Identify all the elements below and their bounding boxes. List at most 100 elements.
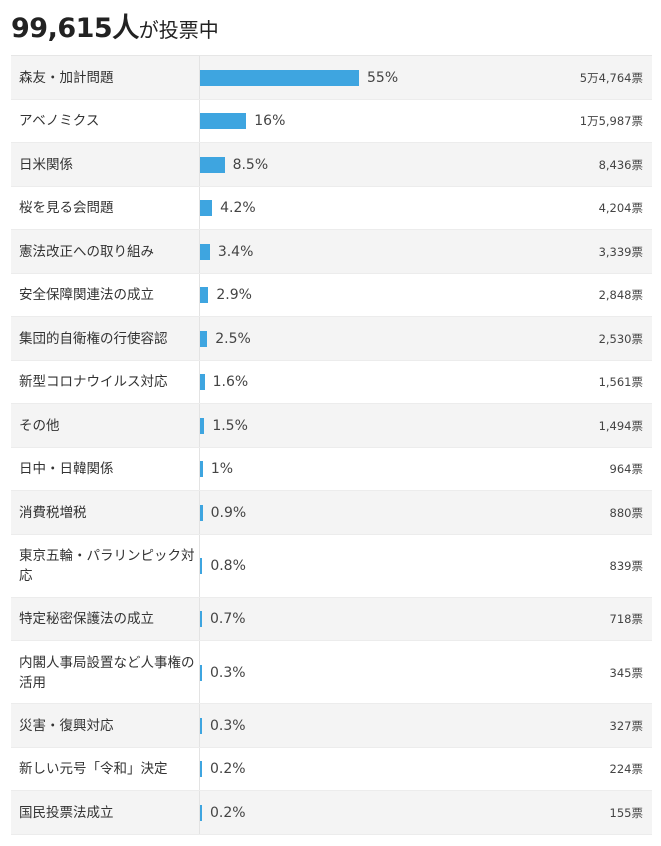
column-divider xyxy=(199,791,200,834)
vote-count: 8,436票 xyxy=(598,157,643,172)
result-row: 憲法改正への取り組み 3.4% 3,339票 xyxy=(11,230,652,274)
percentage-bar xyxy=(200,504,203,521)
option-label: アベノミクス xyxy=(19,113,100,130)
option-label: 内閣人事局設置など人事権の活用 xyxy=(19,654,195,691)
column-divider xyxy=(199,747,200,790)
result-row: 新型コロナウイルス対応 1.6% 1,561票 xyxy=(11,360,652,404)
percentage-bar xyxy=(200,330,208,347)
vote-count: 2,848票 xyxy=(598,288,643,303)
percentage-label: 2.9% xyxy=(216,287,252,304)
column-divider xyxy=(199,641,200,703)
vote-count: 1万5,987票 xyxy=(579,114,643,129)
option-label: 安全保障関連法の成立 xyxy=(19,287,154,304)
poll-header: 99,615 人が投票中 xyxy=(11,6,219,46)
voter-count: 99,615 xyxy=(11,13,113,44)
option-label: 特定秘密保護法の成立 xyxy=(19,611,154,628)
percentage-bar xyxy=(200,761,202,778)
percentage-label: 55% xyxy=(367,69,399,86)
result-row: 日中・日韓関係 1% 964票 xyxy=(11,447,652,491)
percentage-bar xyxy=(200,717,202,734)
result-row: 東京五輪・パラリンピック対応 0.8% 839票 xyxy=(11,534,652,598)
result-row: 災害・復興対応 0.3% 327票 xyxy=(11,704,652,748)
column-divider xyxy=(199,186,200,229)
option-label: その他 xyxy=(19,417,60,434)
percentage-label: 0.3% xyxy=(210,717,246,734)
column-divider xyxy=(199,534,200,597)
result-row: 消費税増税 0.9% 880票 xyxy=(11,491,652,535)
column-divider xyxy=(199,447,200,490)
vote-count: 224票 xyxy=(609,762,643,777)
percentage-bar xyxy=(200,558,203,574)
percentage-label: 4.2% xyxy=(220,200,256,217)
header-divider xyxy=(11,55,652,56)
option-label: 森友・加計問題 xyxy=(19,69,114,86)
percentage-label: 3.4% xyxy=(217,243,254,260)
percentage-bar xyxy=(200,417,205,434)
percentage-bar xyxy=(200,461,203,478)
column-divider xyxy=(199,491,200,534)
voter-count-unit: 人 xyxy=(112,13,139,44)
option-label: 日米関係 xyxy=(19,156,73,173)
option-label: 新型コロナウイルス対応 xyxy=(19,374,168,391)
percentage-bar xyxy=(200,113,247,130)
percentage-bar xyxy=(200,287,209,304)
option-label: 東京五輪・パラリンピック対応 xyxy=(19,548,195,584)
vote-count: 4,204票 xyxy=(598,201,643,216)
percentage-label: 8.5% xyxy=(232,156,269,173)
option-label: 日中・日韓関係 xyxy=(19,461,114,478)
percentage-bar xyxy=(200,611,203,628)
option-label: 国民投票法成立 xyxy=(19,804,114,821)
result-row: 安全保障関連法の成立 2.9% 2,848票 xyxy=(11,273,652,317)
voting-status: が投票中 xyxy=(138,18,219,42)
vote-count: 345票 xyxy=(609,665,643,680)
option-label: 新しい元号「令和」決定 xyxy=(19,761,168,778)
result-row: 桜を見る会問題 4.2% 4,204票 xyxy=(11,186,652,230)
vote-count: 155票 xyxy=(609,805,643,820)
column-divider xyxy=(199,230,200,273)
result-row: 集団的自衛権の行使容認 2.5% 2,530票 xyxy=(11,317,652,361)
result-row: 特定秘密保護法の成立 0.7% 718票 xyxy=(11,597,652,641)
vote-count: 5万4,764票 xyxy=(579,70,643,85)
column-divider xyxy=(199,143,200,186)
column-divider xyxy=(199,404,200,447)
vote-count: 3,339票 xyxy=(598,244,643,259)
vote-count: 964票 xyxy=(609,462,643,477)
column-divider xyxy=(199,360,200,403)
percentage-label: 16% xyxy=(254,113,286,130)
percentage-label: 1.6% xyxy=(212,374,249,391)
percentage-bar xyxy=(200,804,202,821)
result-row: 新しい元号「令和」決定 0.2% 224票 xyxy=(11,747,652,791)
percentage-bar xyxy=(200,200,213,217)
column-divider xyxy=(199,99,200,142)
option-label: 消費税増税 xyxy=(19,504,87,521)
result-row: その他 1.5% 1,494票 xyxy=(11,404,652,448)
result-row: 内閣人事局設置など人事権の活用 0.3% 345票 xyxy=(11,641,652,704)
percentage-label: 0.8% xyxy=(210,558,246,574)
percentage-label: 0.7% xyxy=(210,611,246,628)
option-label: 集団的自衛権の行使容認 xyxy=(19,330,168,347)
column-divider xyxy=(199,597,200,640)
result-row: 国民投票法成立 0.2% 155票 xyxy=(11,791,652,835)
vote-count: 839票 xyxy=(609,559,643,573)
percentage-label: 2.5% xyxy=(215,330,251,347)
option-label: 災害・復興対応 xyxy=(19,717,114,734)
results-list: 森友・加計問題 55% 5万4,764票アベノミクス 16% 1万5,987票日米関係 8… xyxy=(11,56,652,835)
percentage-bar xyxy=(200,69,359,86)
percentage-bar xyxy=(200,243,210,260)
vote-count: 1,494票 xyxy=(598,418,643,433)
column-divider xyxy=(199,704,200,747)
vote-count: 1,561票 xyxy=(598,375,643,390)
column-divider xyxy=(199,317,200,360)
percentage-label: 0.3% xyxy=(210,664,246,681)
percentage-label: 0.9% xyxy=(210,504,247,521)
vote-count: 2,530票 xyxy=(598,331,643,346)
percentage-label: 0.2% xyxy=(210,804,246,821)
option-label: 憲法改正への取り組み xyxy=(19,243,154,260)
vote-count: 880票 xyxy=(609,505,643,520)
percentage-bar xyxy=(200,374,205,391)
result-row: 森友・加計問題 55% 5万4,764票 xyxy=(11,56,652,100)
column-divider xyxy=(199,56,200,99)
percentage-label: 1.5% xyxy=(212,417,248,434)
percentage-bar xyxy=(200,664,202,681)
